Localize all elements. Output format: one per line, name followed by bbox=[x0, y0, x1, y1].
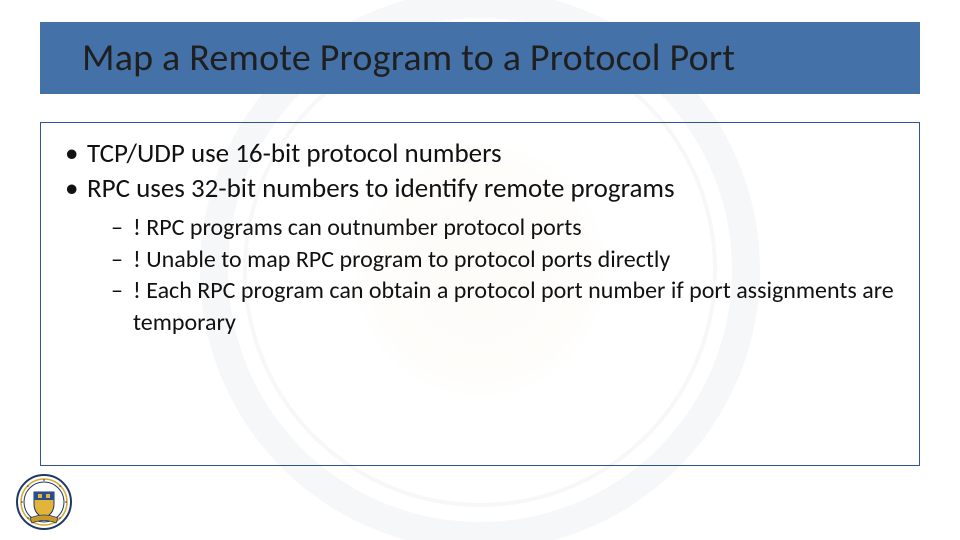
slide-title: Map a Remote Program to a Protocol Port bbox=[82, 35, 735, 81]
title-bar: Map a Remote Program to a Protocol Port bbox=[40, 22, 920, 94]
sub-bullet-text: ! Unable to map RPC program to protocol … bbox=[133, 245, 670, 274]
sub-bullet-text: ! Each RPC program can obtain a protocol… bbox=[133, 276, 894, 337]
sub-bullet-text: ! RPC programs can outnumber protocol po… bbox=[133, 213, 582, 242]
bullet-text: RPC uses 32-bit numbers to identify remo… bbox=[87, 172, 675, 205]
bullet-item: TCP/UDP use 16-bit protocol numbers bbox=[59, 137, 901, 172]
sub-bullet-item: ! Each RPC program can obtain a protocol… bbox=[109, 275, 901, 338]
sub-bullet-item: ! Unable to map RPC program to protocol … bbox=[109, 244, 901, 276]
sub-bullet-list: ! RPC programs can outnumber protocol po… bbox=[87, 212, 901, 339]
university-seal-icon bbox=[16, 474, 72, 530]
bullet-list: TCP/UDP use 16-bit protocol numbers RPC … bbox=[59, 137, 901, 339]
sub-bullet-item: ! RPC programs can outnumber protocol po… bbox=[109, 212, 901, 244]
content-box: TCP/UDP use 16-bit protocol numbers RPC … bbox=[40, 122, 920, 466]
bullet-item: RPC uses 32-bit numbers to identify remo… bbox=[59, 172, 901, 339]
bullet-text: TCP/UDP use 16-bit protocol numbers bbox=[87, 137, 502, 170]
